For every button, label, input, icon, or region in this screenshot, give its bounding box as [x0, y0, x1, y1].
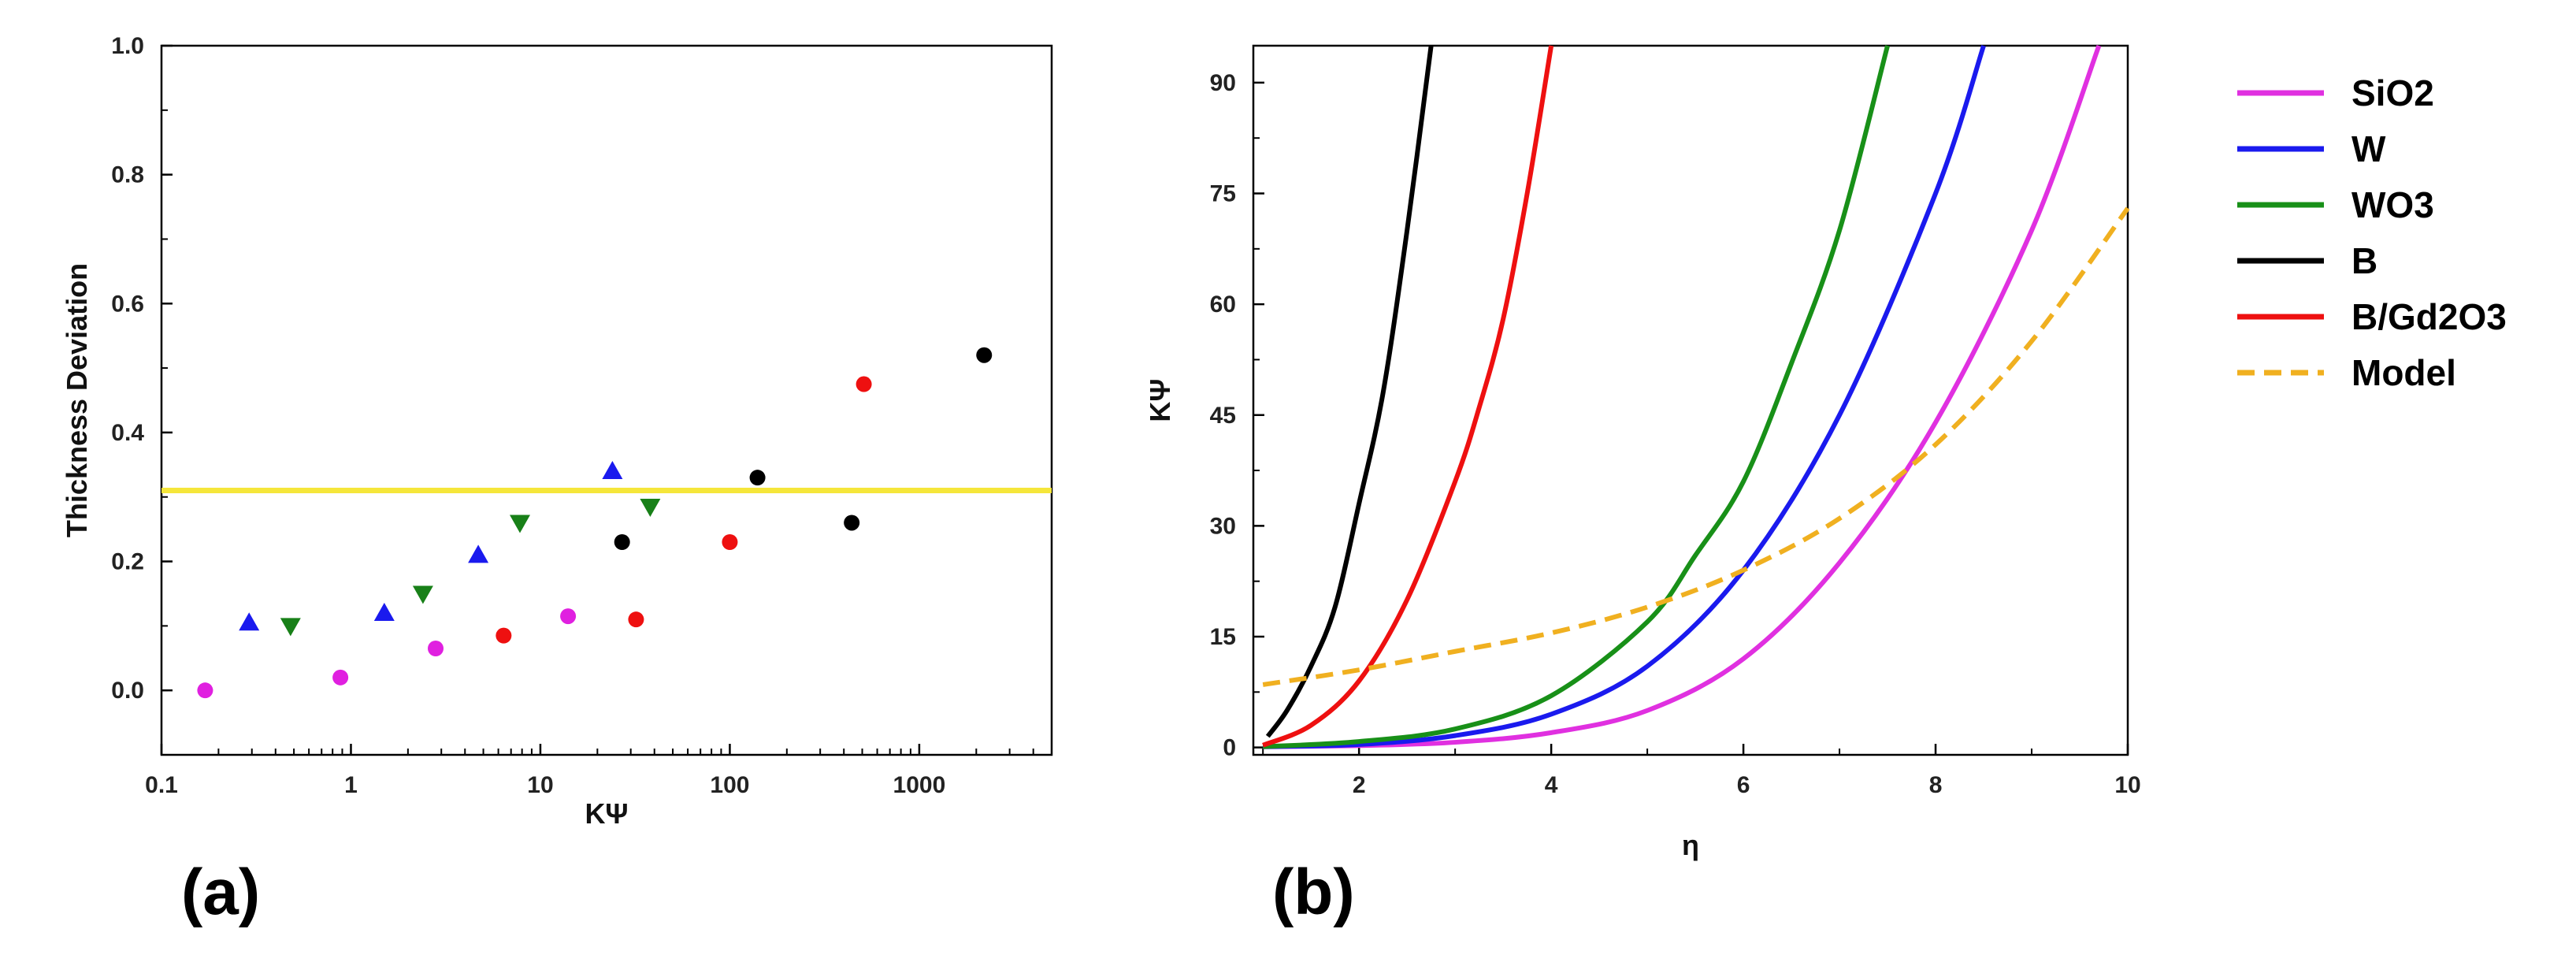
panel-b-series-lines [1262, 44, 2130, 749]
b-y-tick-label: 30 [1210, 513, 1236, 539]
scatter-point-circle [428, 641, 444, 656]
a-y-tick-label: 0.6 [111, 291, 144, 317]
b-x-tick-label: 4 [1545, 772, 1558, 798]
panel-a-y-axis-title: Thickness Deviation [61, 263, 93, 537]
panel-b-x-axis-title: η [1682, 829, 1699, 861]
panel-a-x-axis-title: KΨ [585, 797, 628, 830]
a-x-tick-label: 10 [527, 772, 553, 798]
panel-a-data-points [197, 347, 993, 699]
scatter-point-triangle-up [373, 603, 395, 621]
scatter-point-circle [976, 347, 993, 363]
b-y-tick-label: 45 [1210, 403, 1236, 429]
legend-label: B [2351, 240, 2377, 281]
panel-b-axis-ticks: 0 15 30 45 60 75 90 2 4 6 8 10 [1210, 70, 2141, 798]
legend-label: B/Gd2O3 [2351, 296, 2507, 337]
scatter-point-triangle-down [412, 585, 433, 604]
a-y-tick-label: 1.0 [111, 33, 144, 59]
a-x-tick-label: 100 [710, 772, 749, 798]
b-x-tick-label: 10 [2114, 772, 2140, 798]
a-x-tick-label: 1000 [893, 772, 946, 798]
scatter-point-circle [560, 608, 577, 625]
series-line-model [1262, 206, 2130, 687]
series-line-wo3 [1263, 45, 1890, 749]
panel-a-scatter-plot: 0.0 0.2 0.4 0.6 0.8 1.0 0.1 1 10 100 1000 KΨ Thick… [61, 33, 1053, 928]
b-y-tick-label: 0 [1223, 735, 1236, 761]
a-x-tick-label: 1 [344, 772, 358, 798]
scatter-point-circle [856, 376, 872, 392]
a-y-tick-label: 0.4 [111, 420, 144, 446]
b-y-tick-label: 90 [1210, 70, 1236, 96]
legend-label: SiO2 [2351, 72, 2434, 113]
panel-b-plot-frame [1252, 44, 2129, 756]
scatter-point-circle [614, 534, 630, 550]
panel-a-plot-frame [160, 44, 1053, 756]
a-y-tick-label: 0.2 [111, 549, 144, 575]
panel-b-line-plot: 0 15 30 45 60 75 90 2 4 6 8 10 η KΨ (b) [1144, 44, 2141, 928]
a-y-tick-label: 0.8 [111, 162, 144, 188]
scatter-point-circle [628, 611, 644, 628]
series-line-sio2 [1263, 44, 2102, 749]
legend-label: WO3 [2351, 184, 2434, 225]
b-x-tick-label: 6 [1737, 772, 1750, 798]
scatter-point-triangle-up [239, 612, 260, 631]
b-x-tick-label: 2 [1353, 772, 1366, 798]
b-x-tick-label: 8 [1929, 772, 1943, 798]
series-line-b-gd2o3 [1262, 45, 1554, 748]
panel-b-label: (b) [1272, 856, 1355, 928]
scatter-point-circle [722, 534, 738, 550]
scatter-point-circle [496, 627, 512, 644]
scatter-point-circle [749, 470, 766, 486]
scatter-point-triangle-down [510, 515, 531, 533]
scatter-point-triangle-up [602, 461, 623, 479]
b-y-tick-label: 75 [1210, 181, 1236, 207]
scatter-point-triangle-down [640, 499, 661, 517]
scatter-point-circle [332, 669, 349, 685]
a-x-tick-label: 0.1 [145, 772, 178, 798]
b-y-tick-label: 60 [1210, 292, 1236, 318]
legend-label: W [2351, 128, 2386, 169]
scatter-point-triangle-up [468, 544, 489, 563]
panel-a-axis-ticks: 0.0 0.2 0.4 0.6 0.8 1.0 0.1 1 10 100 1000 [111, 33, 1052, 798]
scatter-point-circle [844, 515, 860, 531]
panel-a-label: (a) [181, 856, 260, 928]
panel-b-y-axis-title: KΨ [1144, 378, 1176, 422]
b-y-tick-label: 15 [1210, 624, 1236, 650]
scatter-point-triangle-down [280, 618, 301, 637]
series-line-b [1265, 45, 1434, 738]
series-line-w [1263, 45, 1986, 749]
legend-label: Model [2351, 352, 2456, 393]
scatter-point-circle [197, 682, 213, 699]
panel-b-legend: SiO2 W WO3 B B/Gd2O3 Model [2237, 72, 2507, 393]
a-y-tick-label: 0.0 [111, 678, 144, 704]
